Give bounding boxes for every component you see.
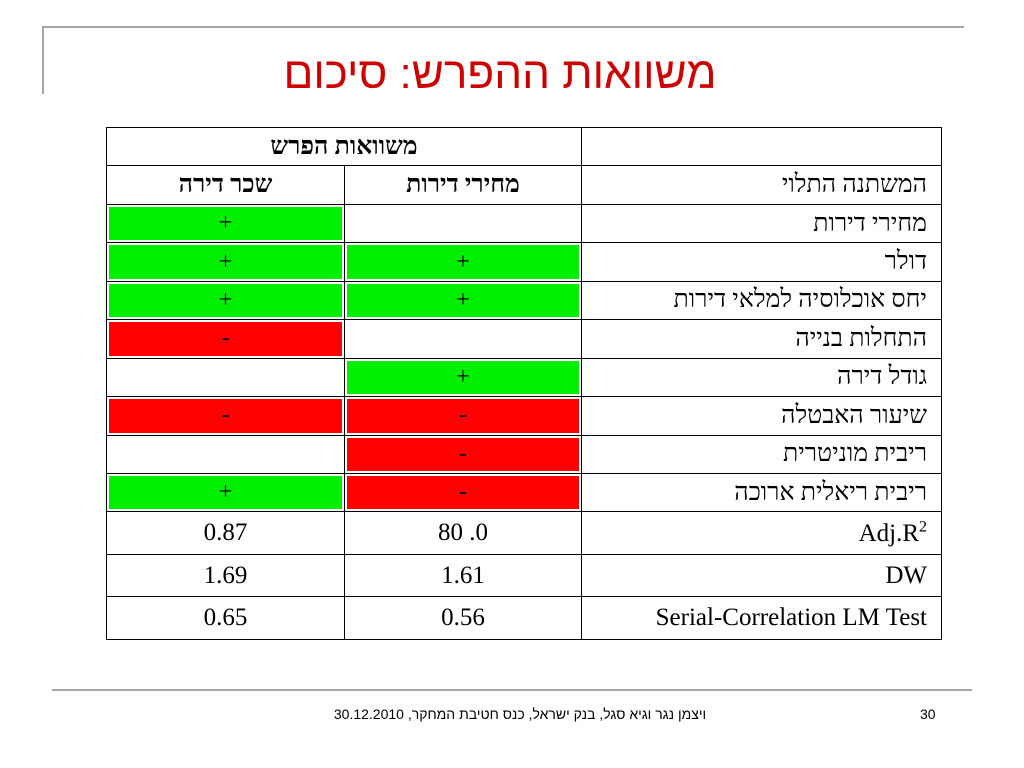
page-number: 30 bbox=[920, 706, 936, 722]
sign-value bbox=[109, 361, 342, 394]
sign-cell: - bbox=[344, 396, 582, 436]
stat-value: 0. 80 bbox=[344, 511, 582, 555]
row-label: התחלות בנייה bbox=[581, 319, 942, 359]
table-column-header-row: המשתנה התלוי מחירי דירות שכר דירה bbox=[106, 165, 942, 205]
sign-cell: + bbox=[106, 472, 345, 513]
stat-row: Serial-Correlation LM Test 0.56 0.65 bbox=[106, 596, 942, 640]
sign-value: + bbox=[109, 283, 342, 318]
summary-table: משוואות הפרש המשתנה התלוי מחירי דירות שכ… bbox=[106, 126, 942, 640]
sign-value: + bbox=[109, 206, 342, 241]
sign-cell: + bbox=[344, 357, 582, 398]
row-label: שיעור האבטלה bbox=[581, 396, 942, 436]
decor-top-line bbox=[42, 26, 964, 28]
stat-label: Serial-Correlation LM Test bbox=[655, 604, 927, 632]
sign-value: - bbox=[109, 399, 342, 433]
sign-value: - bbox=[109, 322, 342, 356]
sign-cell: + bbox=[106, 242, 345, 282]
stat-value: 0.56 bbox=[344, 596, 582, 640]
sign-cell: - bbox=[344, 434, 582, 474]
table-row: גודל דירה + bbox=[106, 357, 942, 398]
stat-value: 1.61 bbox=[344, 553, 582, 598]
footer-credit: ויצמן נגר וגיא סגל, בנק ישראל, כנס חטיבת… bbox=[333, 706, 707, 722]
sign-value: + bbox=[109, 245, 342, 279]
row-label: גודל דירה bbox=[581, 357, 942, 398]
row-label: דולר bbox=[581, 242, 942, 282]
table-row: דולר + + bbox=[106, 242, 942, 282]
stat-label: Adj.R bbox=[858, 519, 919, 547]
stat-value: 0.87 bbox=[106, 511, 345, 555]
sign-value: + bbox=[347, 283, 579, 318]
sign-cell: + bbox=[106, 203, 345, 244]
stat-value: 1.69 bbox=[106, 553, 345, 598]
stat-label-cell: Adj.R2 bbox=[581, 511, 942, 555]
row-label: ריבית מוניטרית bbox=[581, 434, 942, 474]
stat-row: Adj.R2 0. 80 0.87 bbox=[106, 511, 942, 555]
sign-value: + bbox=[347, 360, 579, 395]
sign-cell: - bbox=[106, 319, 345, 359]
decor-left-bar bbox=[42, 26, 44, 94]
sign-value: - bbox=[347, 475, 579, 510]
stat-value: 0.65 bbox=[106, 596, 345, 640]
sign-cell: + bbox=[344, 280, 582, 321]
slide-title: משוואות ההפרש: סיכום bbox=[283, 49, 717, 98]
sign-value: + bbox=[347, 245, 579, 279]
sign-cell: - bbox=[106, 396, 345, 436]
sign-cell: + bbox=[106, 280, 345, 321]
table-row: ריבית מוניטרית - bbox=[106, 434, 942, 474]
sign-cell bbox=[344, 203, 582, 244]
table-row: ריבית ריאלית ארוכה - + bbox=[106, 472, 942, 513]
stat-row: DW 1.61 1.69 bbox=[106, 553, 942, 598]
sign-cell bbox=[106, 357, 345, 398]
sign-value bbox=[347, 322, 579, 355]
stat-label-cell: Serial-Correlation LM Test bbox=[581, 596, 942, 640]
table-row: שיעור האבטלה - - bbox=[106, 396, 942, 436]
sign-value bbox=[109, 438, 342, 471]
table-group-header-row: משוואות הפרש bbox=[106, 126, 942, 167]
stat-label-superscript: 2 bbox=[919, 518, 927, 536]
sign-value: - bbox=[347, 437, 579, 471]
dep-variable-label: המשתנה התלוי bbox=[581, 165, 942, 205]
footer-divider bbox=[52, 689, 972, 691]
sign-cell: - bbox=[344, 472, 582, 513]
sign-cell: + bbox=[344, 242, 582, 282]
table-row: יחס אוכלוסיה למלאי דירות + + bbox=[106, 280, 942, 321]
row-label: יחס אוכלוסיה למלאי דירות bbox=[581, 280, 942, 321]
col2-header: שכר דירה bbox=[106, 165, 345, 205]
group-header-cell: משוואות הפרש bbox=[106, 126, 582, 167]
table-row: התחלות בנייה - bbox=[106, 319, 942, 359]
stat-label-cell: DW bbox=[581, 553, 942, 598]
stat-label: DW bbox=[885, 561, 927, 589]
row-label: ריבית ריאלית ארוכה bbox=[581, 472, 942, 513]
sign-cell bbox=[106, 434, 345, 474]
sign-value: - bbox=[347, 399, 579, 433]
table-row: מחירי דירות + bbox=[106, 203, 942, 244]
col1-header: מחירי דירות bbox=[344, 165, 582, 205]
sign-value bbox=[347, 207, 579, 240]
sign-value: + bbox=[109, 475, 342, 510]
row-label: מחירי דירות bbox=[581, 203, 942, 244]
empty-header-cell bbox=[581, 126, 942, 167]
sign-cell bbox=[344, 319, 582, 359]
